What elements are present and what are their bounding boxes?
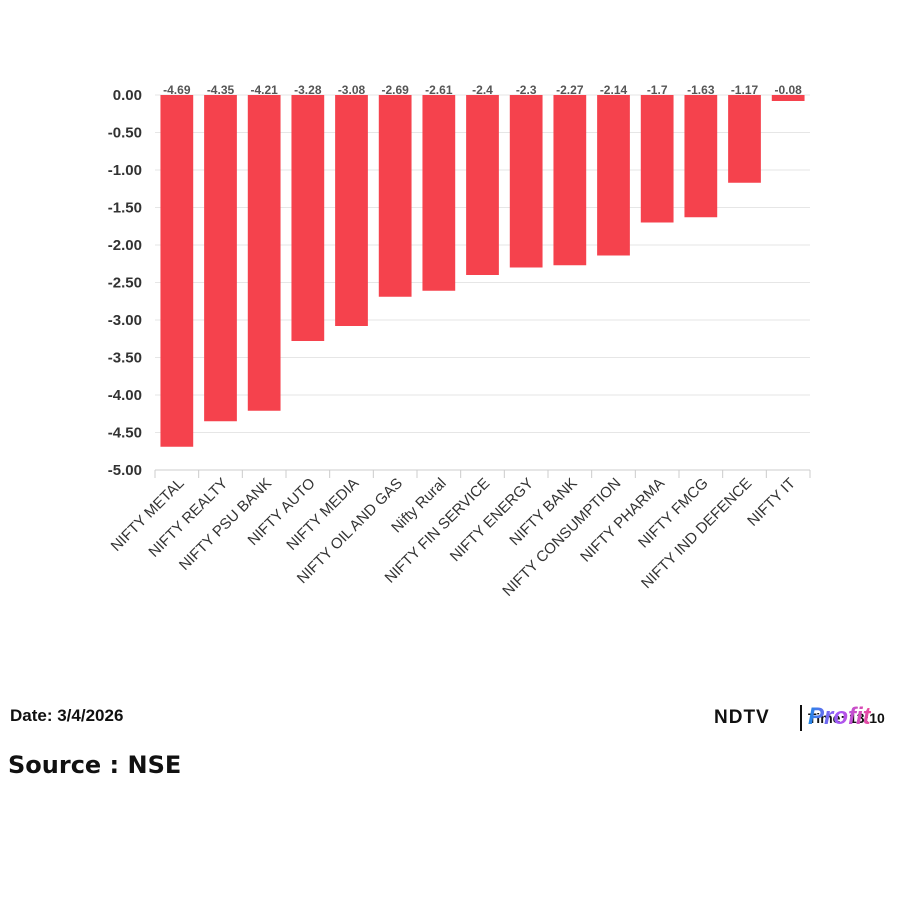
data-label: -3.28 bbox=[294, 83, 322, 97]
data-label: -4.35 bbox=[207, 83, 235, 97]
y-tick-label: -1.00 bbox=[108, 162, 142, 179]
data-label: -4.69 bbox=[163, 83, 191, 97]
data-label: -1.17 bbox=[731, 83, 759, 97]
bar bbox=[247, 95, 281, 411]
bar bbox=[553, 95, 587, 266]
y-tick-label: 0.00 bbox=[113, 87, 142, 104]
logo-profit-text: Profit bbox=[808, 703, 871, 730]
data-label: -2.61 bbox=[425, 83, 453, 97]
y-tick-label: -3.00 bbox=[108, 312, 142, 329]
y-axis: 0.00 -0.50 -1.00 -1.50 -2.00 -2.50 -3.00 -3.50 -… bbox=[108, 87, 142, 479]
footer-date: Date: 3/4/2026 bbox=[10, 706, 124, 725]
x-tick-label: NIFTY REALTY bbox=[145, 475, 231, 561]
data-label: -1.7 bbox=[647, 83, 668, 97]
y-tick-label: -0.50 bbox=[108, 125, 142, 142]
x-tick-label: NIFTY IT bbox=[744, 475, 799, 530]
logo-divider bbox=[800, 705, 802, 731]
bar bbox=[684, 95, 718, 218]
data-label: -2.27 bbox=[556, 83, 584, 97]
bar bbox=[728, 95, 761, 183]
y-tick-label: -1.50 bbox=[108, 200, 142, 217]
data-label: -2.14 bbox=[600, 83, 628, 97]
logo-ndtv-text: NDTV bbox=[714, 707, 770, 728]
data-label: -2.3 bbox=[516, 83, 537, 97]
bar bbox=[597, 95, 630, 256]
footer-source: Source : NSE bbox=[8, 751, 182, 779]
bar-chart: 0.00 -0.50 -1.00 -1.50 -2.00 -2.50 -3.00 -3.50 -… bbox=[108, 83, 811, 600]
x-tick-label: NIFTY METAL bbox=[108, 475, 188, 555]
y-tick-label: -4.00 bbox=[108, 387, 142, 404]
data-label: -3.08 bbox=[338, 83, 366, 97]
bar bbox=[378, 95, 412, 297]
bar bbox=[771, 95, 805, 101]
data-label: -2.4 bbox=[472, 83, 493, 97]
bar bbox=[335, 95, 368, 326]
bar bbox=[160, 95, 194, 447]
y-tick-label: -2.00 bbox=[108, 237, 142, 254]
y-tick-label: -3.50 bbox=[108, 350, 142, 367]
y-tick-label: -2.50 bbox=[108, 275, 142, 292]
data-label: -4.21 bbox=[250, 83, 278, 97]
bar bbox=[204, 95, 237, 422]
data-labels: -4.69 -4.35 -4.21 -3.28 -3.08 -2.69 -2.61 -2.4 -… bbox=[163, 83, 802, 97]
bar bbox=[640, 95, 674, 223]
ndtv-profit-logo: NDTV Time: 13:10 Profit bbox=[714, 703, 894, 733]
bar bbox=[466, 95, 499, 275]
data-label: -2.69 bbox=[381, 83, 409, 97]
bars bbox=[160, 95, 805, 447]
logo-time: Time: 13:10 bbox=[808, 710, 885, 726]
y-tick-label: -4.50 bbox=[108, 425, 142, 442]
bar bbox=[422, 95, 456, 291]
y-tick-label: -5.00 bbox=[108, 462, 142, 479]
data-label: -1.63 bbox=[687, 83, 715, 97]
data-label: -0.08 bbox=[774, 83, 802, 97]
bar bbox=[291, 95, 325, 341]
bar bbox=[509, 95, 543, 268]
